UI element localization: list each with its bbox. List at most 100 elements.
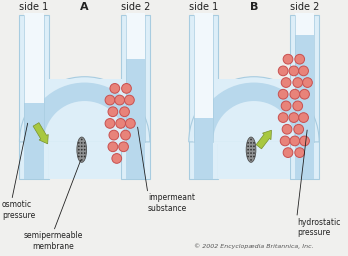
- Circle shape: [290, 89, 300, 99]
- Text: side 2: side 2: [290, 2, 319, 12]
- Circle shape: [116, 119, 126, 128]
- Circle shape: [84, 156, 86, 157]
- Text: impermeant
substance: impermeant substance: [148, 194, 195, 213]
- Circle shape: [84, 142, 86, 144]
- Circle shape: [247, 152, 249, 154]
- Circle shape: [281, 101, 291, 111]
- Circle shape: [81, 156, 82, 157]
- Circle shape: [278, 66, 288, 76]
- Circle shape: [300, 89, 309, 99]
- Circle shape: [250, 138, 252, 140]
- Bar: [290, 15, 319, 179]
- Circle shape: [250, 152, 252, 154]
- Text: A: A: [80, 2, 89, 12]
- Wedge shape: [44, 101, 126, 142]
- Text: osmotic
pressure: osmotic pressure: [2, 200, 35, 220]
- Bar: [24, 103, 44, 179]
- Circle shape: [300, 136, 309, 146]
- Circle shape: [78, 156, 80, 157]
- Circle shape: [120, 107, 129, 116]
- Ellipse shape: [246, 137, 256, 162]
- Circle shape: [108, 107, 118, 116]
- Wedge shape: [193, 82, 314, 142]
- Circle shape: [281, 78, 291, 87]
- Bar: [24, 14, 44, 179]
- Circle shape: [84, 149, 86, 151]
- Text: hydrostatic
pressure: hydrostatic pressure: [297, 218, 340, 237]
- Circle shape: [78, 145, 80, 147]
- Circle shape: [81, 149, 82, 151]
- Circle shape: [81, 152, 82, 154]
- Circle shape: [115, 95, 125, 105]
- Circle shape: [78, 149, 80, 151]
- Circle shape: [289, 66, 299, 76]
- Circle shape: [112, 154, 121, 163]
- Wedge shape: [213, 101, 295, 142]
- Circle shape: [253, 145, 255, 147]
- Text: semipermeable
membrane: semipermeable membrane: [24, 231, 83, 251]
- Bar: [126, 14, 145, 179]
- Bar: [295, 14, 314, 179]
- Circle shape: [108, 142, 118, 152]
- Circle shape: [247, 142, 249, 144]
- FancyArrow shape: [33, 123, 48, 144]
- Circle shape: [81, 145, 82, 147]
- Circle shape: [109, 130, 119, 140]
- Circle shape: [253, 152, 255, 154]
- Text: B: B: [250, 2, 258, 12]
- Circle shape: [119, 142, 128, 152]
- Circle shape: [126, 119, 135, 128]
- Circle shape: [295, 54, 304, 64]
- Circle shape: [250, 156, 252, 157]
- Bar: [193, 14, 213, 179]
- Circle shape: [278, 113, 288, 122]
- Bar: [44, 79, 126, 144]
- Circle shape: [253, 142, 255, 144]
- Circle shape: [294, 124, 303, 134]
- Bar: [213, 79, 295, 144]
- Text: side 2: side 2: [120, 2, 150, 12]
- Wedge shape: [24, 82, 145, 142]
- Bar: [19, 15, 49, 179]
- Circle shape: [250, 159, 252, 161]
- Circle shape: [299, 113, 308, 122]
- Wedge shape: [19, 77, 150, 142]
- Circle shape: [250, 142, 252, 144]
- Circle shape: [250, 149, 252, 151]
- Circle shape: [105, 119, 115, 128]
- Circle shape: [295, 148, 304, 157]
- Bar: [193, 118, 213, 179]
- Circle shape: [289, 113, 299, 122]
- Bar: [295, 35, 314, 179]
- Wedge shape: [189, 77, 319, 142]
- Wedge shape: [44, 101, 126, 142]
- Ellipse shape: [77, 137, 87, 162]
- Bar: [189, 15, 218, 179]
- Circle shape: [78, 142, 80, 144]
- Bar: [218, 79, 290, 179]
- Bar: [126, 14, 145, 59]
- Text: side 1: side 1: [189, 2, 218, 12]
- Circle shape: [125, 95, 134, 105]
- Circle shape: [290, 136, 300, 146]
- Circle shape: [121, 83, 131, 93]
- Bar: [193, 14, 213, 118]
- Circle shape: [81, 142, 82, 144]
- Circle shape: [278, 89, 288, 99]
- Bar: [126, 59, 145, 179]
- Wedge shape: [195, 82, 313, 142]
- Bar: [24, 14, 44, 103]
- Circle shape: [105, 95, 115, 105]
- Circle shape: [299, 66, 308, 76]
- Circle shape: [303, 78, 313, 87]
- Circle shape: [283, 148, 293, 157]
- Circle shape: [84, 152, 86, 154]
- Wedge shape: [213, 101, 295, 142]
- Circle shape: [84, 145, 86, 147]
- Circle shape: [121, 130, 130, 140]
- Circle shape: [78, 152, 80, 154]
- Circle shape: [247, 145, 249, 147]
- Circle shape: [253, 149, 255, 151]
- Circle shape: [282, 124, 292, 134]
- Bar: [49, 79, 121, 179]
